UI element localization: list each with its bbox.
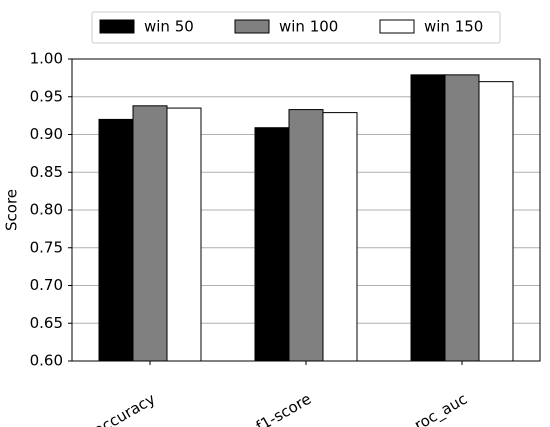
y-tick-label: 0.85: [30, 163, 63, 181]
legend-label: win 150: [424, 18, 483, 36]
legend-swatch: [234, 19, 270, 34]
y-tick-label: 0.60: [30, 352, 63, 370]
y-tick-label: 0.80: [30, 201, 63, 219]
bar: [132, 105, 168, 362]
bar: [288, 109, 324, 362]
legend-swatch: [379, 19, 415, 34]
y-tick-label: 0.95: [30, 87, 63, 105]
y-axis-label: Score: [3, 189, 21, 231]
y-tick-label: 0.70: [30, 276, 63, 294]
y-tick-label: 1.00: [30, 50, 63, 68]
legend-label: win 50: [144, 18, 194, 36]
x-tick-label: accuracy: [91, 390, 159, 427]
y-tick-label: 0.75: [30, 238, 63, 256]
bar: [254, 127, 290, 362]
legend-swatch: [99, 19, 135, 34]
bar: [322, 112, 358, 362]
plot-frame: [71, 58, 541, 362]
bar: [166, 107, 202, 362]
x-tick-label: f1-score: [253, 390, 314, 427]
y-tick-label: 0.90: [30, 125, 63, 143]
bar: [98, 118, 134, 362]
legend-label: win 100: [279, 18, 338, 36]
y-tick-label: 0.65: [30, 314, 63, 332]
bar: [410, 74, 446, 362]
bar: [478, 81, 514, 362]
x-tick-label: roc_auc: [411, 390, 470, 427]
bar: [444, 74, 480, 362]
